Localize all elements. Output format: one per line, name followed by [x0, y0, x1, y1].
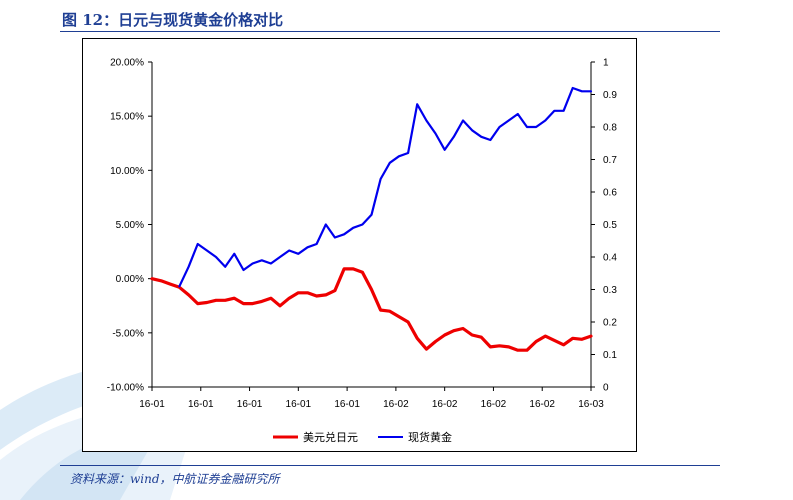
x-tick-label: 16-01: [237, 399, 263, 410]
right-tick-label: 0.9: [603, 90, 617, 101]
series-line-1: [150, 267, 593, 352]
left-tick-label: 0.00%: [116, 274, 144, 285]
header-divider: [60, 31, 720, 32]
footer-divider: [60, 465, 720, 466]
right-tick-label: 0.1: [603, 350, 617, 361]
x-tick-label: 16-02: [432, 399, 458, 410]
x-axis: 16-01 16-01 16-01 16-01 16-01 16-02 16-02 16-02…: [139, 386, 604, 410]
right-tick-label: 0: [603, 383, 609, 394]
series-line-2: [178, 86, 593, 288]
legend-label-1: 美元兑日元: [303, 430, 358, 444]
left-tick-label: -10.00%: [107, 383, 144, 394]
chart-frame: -10.00% -5.00% 0.00% 5.00% 10.00% 15.00% 20.00…: [82, 38, 637, 452]
right-tick-label: 0.6: [603, 188, 617, 199]
left-tick-label: 5.00%: [116, 220, 144, 231]
x-tick-label: 16-01: [188, 399, 214, 410]
left-tick-label: 20.00%: [110, 58, 144, 69]
right-tick-label: 0.5: [603, 220, 617, 231]
left-tick-label: 15.00%: [110, 112, 144, 123]
x-tick-label: 16-02: [529, 399, 555, 410]
x-tick-label: 16-01: [139, 399, 165, 410]
right-tick-label: 0.4: [603, 253, 617, 264]
right-tick-label: 1: [603, 58, 609, 69]
page-title: 图 12：日元与现货黄金价格对比: [62, 11, 284, 29]
legend: 美元兑日元 现货黄金: [273, 430, 452, 444]
left-tick-label: 10.00%: [110, 166, 144, 177]
legend-label-2: 现货黄金: [408, 430, 452, 444]
source-footnote: 资料来源：wind，中航证券金融研究所: [70, 472, 280, 486]
right-tick-label: 0.3: [603, 285, 617, 296]
left-y-axis: -10.00% -5.00% 0.00% 5.00% 10.00% 15.00% 20.00…: [107, 58, 153, 394]
right-tick-label: 0.7: [603, 155, 617, 166]
x-tick-label: 16-01: [334, 399, 360, 410]
left-tick-label: -5.00%: [112, 328, 144, 339]
right-tick-label: 0.8: [603, 123, 617, 134]
right-tick-label: 0.2: [603, 318, 617, 329]
x-tick-label: 16-02: [383, 399, 409, 410]
dual-axis-line-chart: -10.00% -5.00% 0.00% 5.00% 10.00% 15.00% 20.00…: [107, 58, 618, 445]
x-tick-label: 16-03: [578, 399, 604, 410]
series-group: [150, 86, 593, 352]
right-y-axis: 0 0.1 0.2 0.3 0.4 0.5 0.6 0.7 0.8 0.9 1: [590, 58, 617, 394]
x-tick-label: 16-02: [481, 399, 507, 410]
x-tick-label: 16-01: [286, 399, 312, 410]
